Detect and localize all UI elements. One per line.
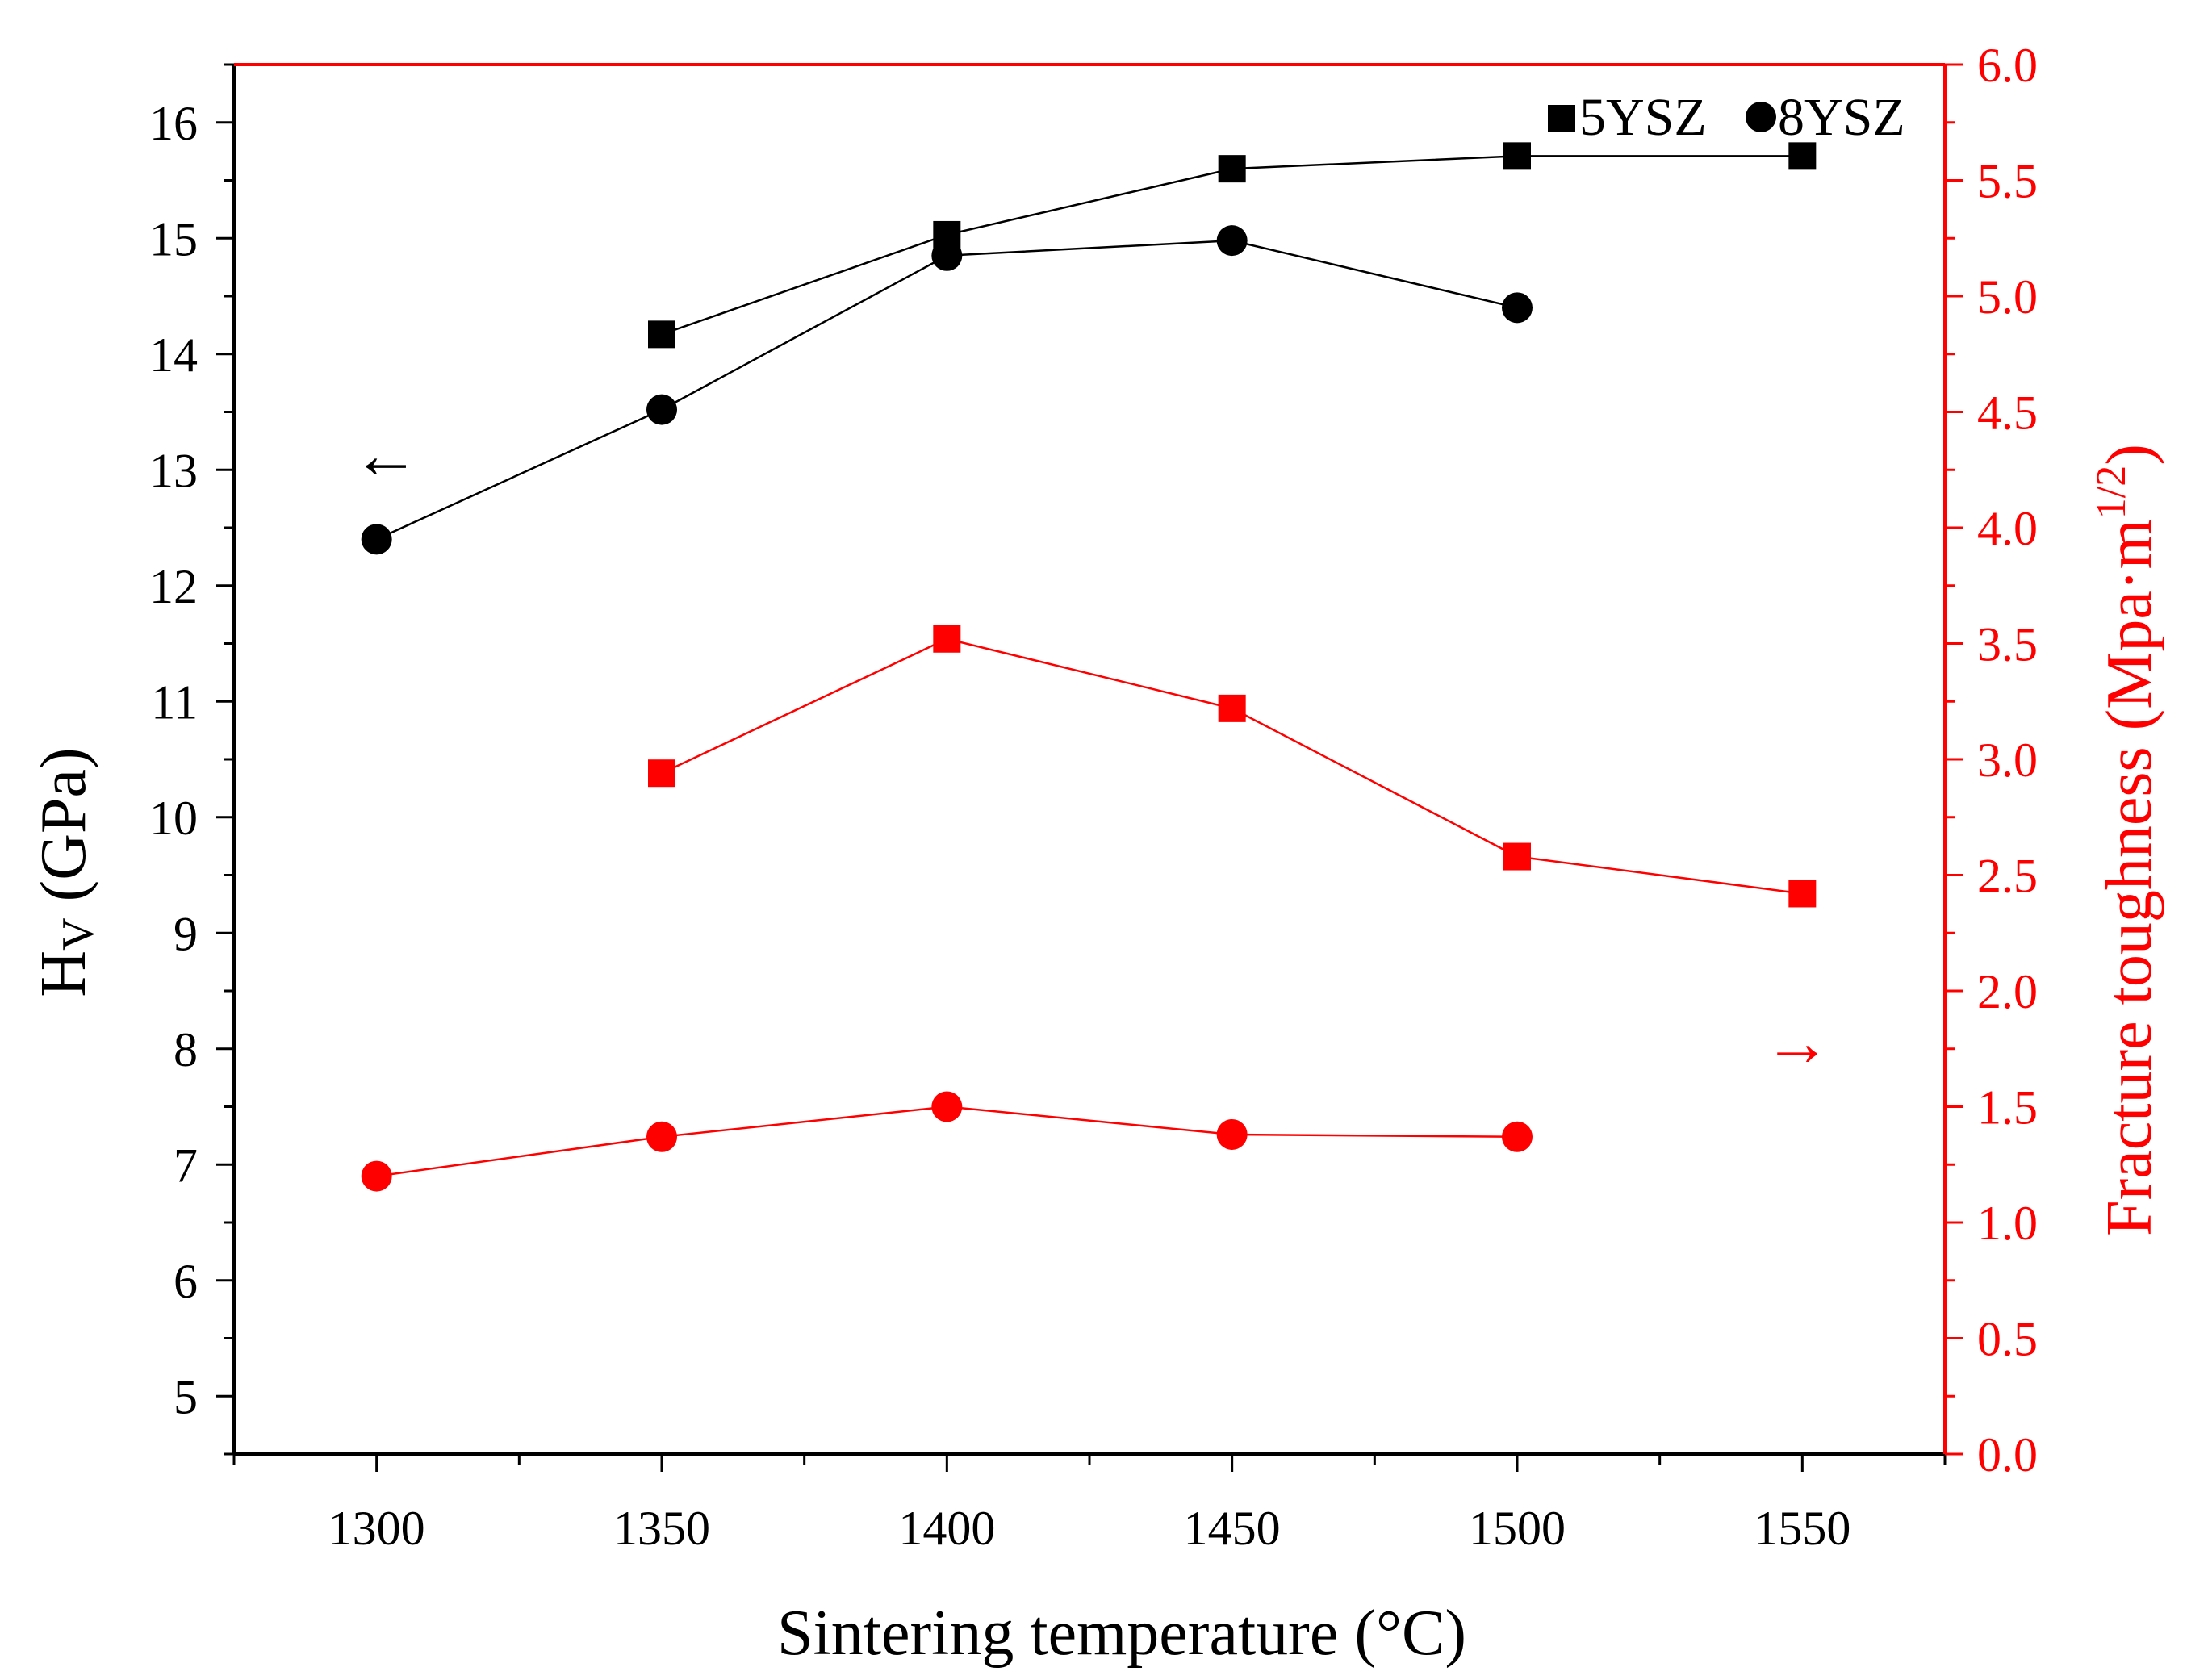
data-point-5ysz-hardness — [1503, 142, 1531, 170]
y-right-tick-label: 4.5 — [1977, 387, 2038, 440]
y-right-tick-label: 6.0 — [1977, 39, 2038, 92]
y-left-tick-label: 14 — [149, 328, 198, 382]
legend-marker-5ysz — [1548, 105, 1575, 132]
y-right-tick-label: 4.0 — [1977, 502, 2038, 555]
y-left-tick-label: 16 — [149, 97, 198, 150]
y-right-tick-label: 2.5 — [1977, 850, 2038, 903]
y-right-title-sup: 1/2 — [2089, 466, 2135, 519]
y-left-tick-label: 9 — [174, 907, 198, 960]
y-right-tick-label: 5.5 — [1977, 155, 2038, 208]
data-point-8ysz-fracture-toughness — [361, 1160, 392, 1192]
x-tick-label: 1450 — [1184, 1502, 1281, 1555]
legend-label-8ysz: 8YSZ — [1778, 88, 1905, 147]
y-right-tick-label: 5.0 — [1977, 270, 2038, 324]
data-point-8ysz-hardness — [1502, 292, 1533, 324]
y-right-tick-label: 2.0 — [1977, 965, 2038, 1018]
x-tick-label: 1550 — [1754, 1502, 1850, 1555]
data-point-8ysz-hardness — [931, 240, 963, 271]
y-right-axis-title: Fracture toughness (Mpa·m1/2) — [2089, 444, 2165, 1236]
data-point-5ysz-hardness — [1218, 155, 1246, 183]
y-left-tick-label: 11 — [151, 675, 198, 729]
y-right-tick-label: 0.0 — [1977, 1428, 2038, 1481]
y-right-tick-label: 1.0 — [1977, 1197, 2038, 1250]
y-left-tick-label: 12 — [149, 560, 198, 613]
y-left-title-sub: V — [53, 917, 103, 950]
x-axis-title: Sintering temperature (°C) — [777, 1598, 1466, 1669]
data-point-8ysz-hardness — [361, 524, 392, 555]
y-left-title-main: H — [28, 951, 99, 997]
y-right-tick-label: 3.0 — [1977, 733, 2038, 787]
data-point-8ysz-fracture-toughness — [646, 1121, 677, 1152]
y-right-title-main: Fracture toughness (Mpa·m — [2094, 519, 2165, 1236]
data-point-8ysz-hardness — [1216, 225, 1248, 257]
data-point-8ysz-fracture-toughness — [1502, 1121, 1533, 1152]
data-point-5ysz-fracture-toughness — [933, 625, 961, 653]
data-point-5ysz-hardness — [1788, 142, 1817, 170]
y-right-tick-label: 0.5 — [1977, 1313, 2038, 1366]
x-tick-label: 1300 — [328, 1502, 425, 1555]
y-left-tick-label: 15 — [149, 212, 198, 265]
y-left-tick-label: 5 — [174, 1370, 198, 1423]
series-line-5ysz-fracture-toughness — [661, 637, 1803, 895]
data-point-8ysz-fracture-toughness — [1216, 1118, 1248, 1150]
data-point-8ysz-hardness — [646, 394, 677, 425]
y-right-tick-label: 1.5 — [1977, 1081, 2038, 1135]
y-right-tick-label: 3.5 — [1977, 618, 2038, 671]
left-axis-arrow: ← — [352, 418, 420, 493]
y-left-tick-label: 13 — [149, 444, 198, 497]
data-point-5ysz-fracture-toughness — [1788, 880, 1817, 908]
y-left-tick-label: 6 — [174, 1255, 198, 1308]
legend: 5YSZ 8YSZ — [1548, 88, 1905, 147]
right-axis-arrow: → — [1763, 1005, 1831, 1080]
y-left-axis-title: HV (GPa) — [28, 747, 103, 997]
data-point-8ysz-fracture-toughness — [931, 1091, 963, 1122]
y-left-tick-label: 10 — [149, 792, 198, 845]
y-left-tick-label: 8 — [174, 1023, 198, 1076]
data-point-5ysz-fracture-toughness — [1503, 842, 1531, 871]
y-left-tick-label: 7 — [174, 1139, 198, 1192]
x-tick-label: 1400 — [898, 1502, 995, 1555]
x-tick-label: 1350 — [613, 1502, 710, 1555]
x-tick-label: 1500 — [1469, 1502, 1566, 1555]
y-left-title-rest: (GPa) — [28, 747, 99, 917]
legend-marker-8ysz — [1746, 102, 1776, 132]
data-point-5ysz-fracture-toughness — [1218, 694, 1246, 722]
y-right-title-close: ) — [2094, 444, 2165, 466]
data-point-5ysz-hardness — [648, 320, 675, 349]
legend-label-5ysz: 5YSZ — [1579, 88, 1707, 147]
data-point-5ysz-fracture-toughness — [648, 759, 675, 788]
series-line-8ysz-hardness — [376, 239, 1518, 541]
